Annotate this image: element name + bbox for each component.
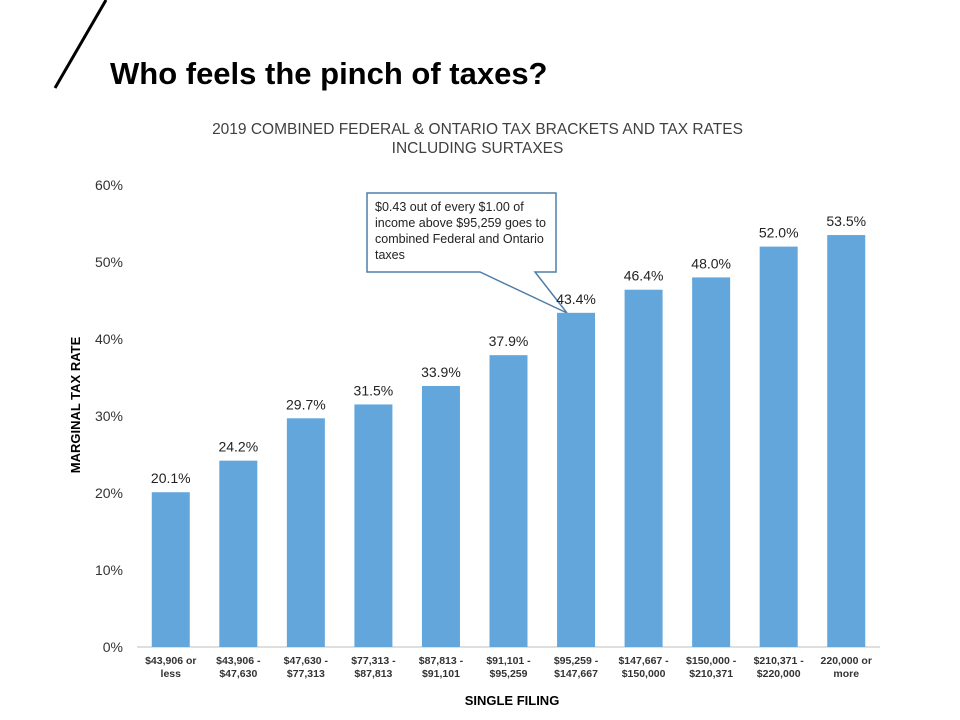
value-label: 31.5% xyxy=(354,382,394,398)
value-label: 52.0% xyxy=(759,225,799,241)
y-tick-label: 50% xyxy=(95,254,123,270)
x-tick-label: $47,630 -$77,313 xyxy=(284,655,329,680)
bar xyxy=(354,404,393,647)
x-tick-label: $43,906 -$47,630 xyxy=(216,655,261,680)
value-label: 20.1% xyxy=(151,470,191,486)
y-axis-label: MARGINAL TAX RATE xyxy=(68,336,83,473)
bar xyxy=(489,355,528,647)
bar xyxy=(286,418,325,647)
y-tick-label: 10% xyxy=(95,562,123,578)
bar xyxy=(624,289,663,647)
chart-title: 2019 COMBINED FEDERAL & ONTARIO TAX BRAC… xyxy=(212,121,743,157)
y-tick-label: 30% xyxy=(95,408,123,424)
x-tick-label: $77,313 -$87,813 xyxy=(351,655,396,680)
value-label: 29.7% xyxy=(286,396,326,412)
value-label: 24.2% xyxy=(218,439,258,455)
y-tick-label: 60% xyxy=(95,177,123,193)
bar xyxy=(421,385,460,647)
x-tick-label: 220,000 or more xyxy=(821,655,872,680)
callout-box xyxy=(366,192,568,314)
value-label: 53.5% xyxy=(826,213,866,229)
bar xyxy=(557,312,596,647)
annotation: $0.43 out of every $1.00 of income above… xyxy=(375,200,546,262)
bar xyxy=(219,460,258,647)
x-axis-label: SINGLE FILING xyxy=(465,693,560,708)
x-tick-label: $147,667 -$150,000 xyxy=(618,655,669,680)
value-label: 46.4% xyxy=(624,268,664,284)
y-tick-label: 20% xyxy=(95,485,123,501)
decoration-slash xyxy=(53,0,108,89)
bar xyxy=(151,492,190,647)
x-tick-label: $210,371 -$220,000 xyxy=(754,655,805,680)
bar xyxy=(827,235,866,648)
value-label: 37.9% xyxy=(489,333,529,349)
x-tick-label: $87,813 -$91,101 xyxy=(419,655,464,680)
bar xyxy=(692,277,731,647)
x-tick-label: $43,906 or less xyxy=(145,655,196,680)
x-tick-label: $95,259 -$147,667 xyxy=(554,655,599,680)
value-label: 43.4% xyxy=(556,291,596,307)
y-tick-label: 40% xyxy=(95,331,123,347)
y-tick-label: 0% xyxy=(103,639,123,655)
slide-title: Who feels the pinch of taxes? xyxy=(110,56,548,91)
bar xyxy=(759,246,798,647)
x-tick-label: $91,101 -$95,259 xyxy=(486,655,531,680)
value-label: 33.9% xyxy=(421,364,461,380)
value-label: 48.0% xyxy=(691,255,731,271)
x-tick-label: $150,000 -$210,371 xyxy=(686,655,737,680)
